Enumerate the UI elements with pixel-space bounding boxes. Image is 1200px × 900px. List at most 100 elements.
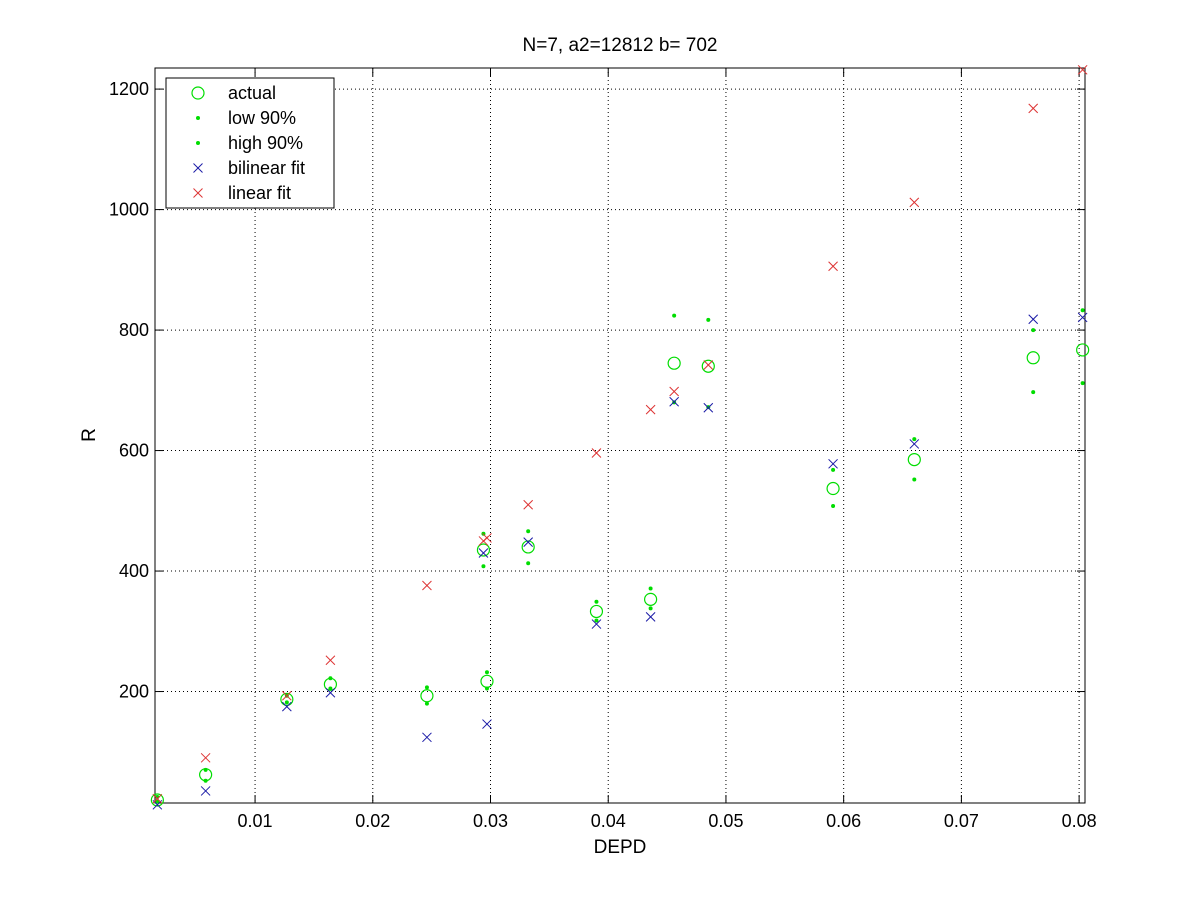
point-bilinear-fit bbox=[669, 396, 680, 407]
legend-marker-actual bbox=[191, 86, 205, 100]
point-linear-fit bbox=[422, 580, 432, 591]
x-marker-stroke bbox=[591, 448, 602, 458]
x-marker-stroke bbox=[703, 360, 714, 370]
point-linear-fit bbox=[325, 655, 336, 666]
axis-ticks: 0.01 0.02 0.03 0.04 0.05 0.06 0.07 0.08 200 400 60… bbox=[109, 68, 1097, 831]
point-bilinear-fit bbox=[523, 537, 534, 547]
point-actual bbox=[150, 793, 164, 807]
data-marks bbox=[150, 64, 1090, 810]
point-actual bbox=[280, 692, 294, 706]
point-linear-fit bbox=[200, 752, 211, 763]
point-bilinear-fit bbox=[703, 402, 714, 413]
point-bilinear-fit bbox=[1028, 314, 1039, 325]
point-bilinear-fit bbox=[828, 458, 838, 469]
x-marker-stroke bbox=[1028, 103, 1039, 114]
x-tick-label: 0.06 bbox=[826, 811, 861, 831]
point-low-90 bbox=[328, 686, 333, 691]
x-marker-stroke bbox=[1077, 312, 1088, 323]
x-marker-stroke bbox=[828, 261, 838, 272]
x-marker-stroke bbox=[645, 611, 656, 622]
x-marker-stroke bbox=[669, 386, 680, 397]
y-tick-label: 200 bbox=[119, 682, 149, 702]
point-high-90 bbox=[912, 437, 917, 442]
point-low-90 bbox=[912, 477, 917, 482]
x-marker-stroke bbox=[422, 732, 432, 743]
point-high-90 bbox=[1031, 328, 1036, 333]
y-tick-label: 600 bbox=[119, 441, 149, 461]
point-high-90 bbox=[424, 685, 429, 690]
legend-label-high-90: high 90% bbox=[228, 133, 303, 153]
point-low-90 bbox=[526, 561, 531, 566]
x-marker-stroke bbox=[478, 536, 489, 546]
point-low-90 bbox=[481, 564, 486, 569]
x-marker-stroke bbox=[1077, 64, 1088, 75]
x-marker-stroke bbox=[200, 752, 211, 763]
y-axis-label: R bbox=[79, 428, 100, 442]
x-marker-stroke bbox=[281, 690, 292, 701]
x-tick-label: 0.05 bbox=[708, 811, 743, 831]
x-marker-stroke bbox=[152, 793, 163, 804]
legend-marker-linear-fit bbox=[193, 188, 203, 198]
legend-label-bilinear-fit: bilinear fit bbox=[228, 158, 305, 178]
point-actual bbox=[826, 481, 840, 496]
point-bilinear-fit bbox=[645, 611, 656, 622]
legend-marker-low-90 bbox=[196, 116, 200, 120]
x-marker-stroke bbox=[1028, 314, 1039, 325]
point-linear-fit bbox=[703, 360, 714, 370]
y-tick-label: 400 bbox=[119, 561, 149, 581]
point-bilinear-fit bbox=[478, 548, 489, 558]
point-low-90 bbox=[203, 778, 208, 783]
point-linear-fit bbox=[478, 536, 489, 546]
legend: actual low 90% high 90% bilinear fit linear … bbox=[165, 77, 335, 209]
legend-marker-high-90 bbox=[196, 141, 200, 145]
point-high-90 bbox=[648, 586, 653, 591]
x-marker-stroke bbox=[193, 163, 203, 173]
grid-lines bbox=[155, 68, 1085, 803]
point-high-90 bbox=[484, 670, 489, 675]
x-tick-label: 0.07 bbox=[944, 811, 979, 831]
point-bilinear-fit bbox=[1077, 312, 1088, 323]
legend-box bbox=[165, 77, 335, 209]
x-marker-stroke bbox=[591, 619, 602, 629]
point-low-90 bbox=[1080, 381, 1085, 386]
point-low-90 bbox=[1031, 390, 1036, 395]
point-linear-fit bbox=[591, 448, 602, 458]
point-low-90 bbox=[155, 799, 160, 804]
plot-frame bbox=[154, 67, 1086, 804]
point-bilinear-fit bbox=[325, 687, 336, 698]
x-axis-label: DEPD bbox=[594, 837, 647, 858]
point-bilinear-fit bbox=[482, 719, 492, 729]
x-marker-stroke bbox=[523, 537, 534, 547]
point-low-90 bbox=[594, 618, 599, 623]
point-actual bbox=[1026, 351, 1040, 365]
x-marker-stroke bbox=[325, 655, 336, 666]
x-tick-label: 0.04 bbox=[591, 811, 626, 831]
point-high-90 bbox=[706, 317, 711, 322]
x-marker-stroke bbox=[669, 396, 680, 407]
legend-marker-bilinear-fit bbox=[193, 163, 203, 173]
x-tick-label: 0.01 bbox=[238, 811, 273, 831]
point-linear-fit bbox=[828, 261, 838, 272]
x-marker-stroke bbox=[909, 439, 920, 449]
x-marker-stroke bbox=[478, 548, 489, 558]
x-marker-stroke bbox=[523, 499, 534, 510]
point-linear-fit bbox=[909, 197, 920, 208]
legend-label-actual: actual bbox=[228, 83, 276, 103]
y-tick-label: 1000 bbox=[109, 200, 149, 220]
x-marker-stroke bbox=[193, 188, 203, 198]
x-marker-stroke bbox=[200, 786, 211, 796]
point-high-90 bbox=[594, 599, 599, 604]
point-low-90 bbox=[284, 700, 289, 705]
point-linear-fit bbox=[1028, 103, 1039, 114]
point-low-90 bbox=[484, 686, 489, 691]
x-tick-label: 0.03 bbox=[473, 811, 508, 831]
x-tick-label: 0.02 bbox=[355, 811, 390, 831]
point-actual bbox=[521, 540, 535, 554]
point-linear-fit bbox=[523, 499, 534, 510]
point-bilinear-fit bbox=[281, 701, 292, 712]
legend-label-linear-fit: linear fit bbox=[228, 183, 291, 203]
chart-title: N=7, a2=12812 b= 702 bbox=[523, 35, 718, 56]
x-tick-label: 0.08 bbox=[1062, 811, 1097, 831]
point-high-90 bbox=[526, 529, 531, 534]
